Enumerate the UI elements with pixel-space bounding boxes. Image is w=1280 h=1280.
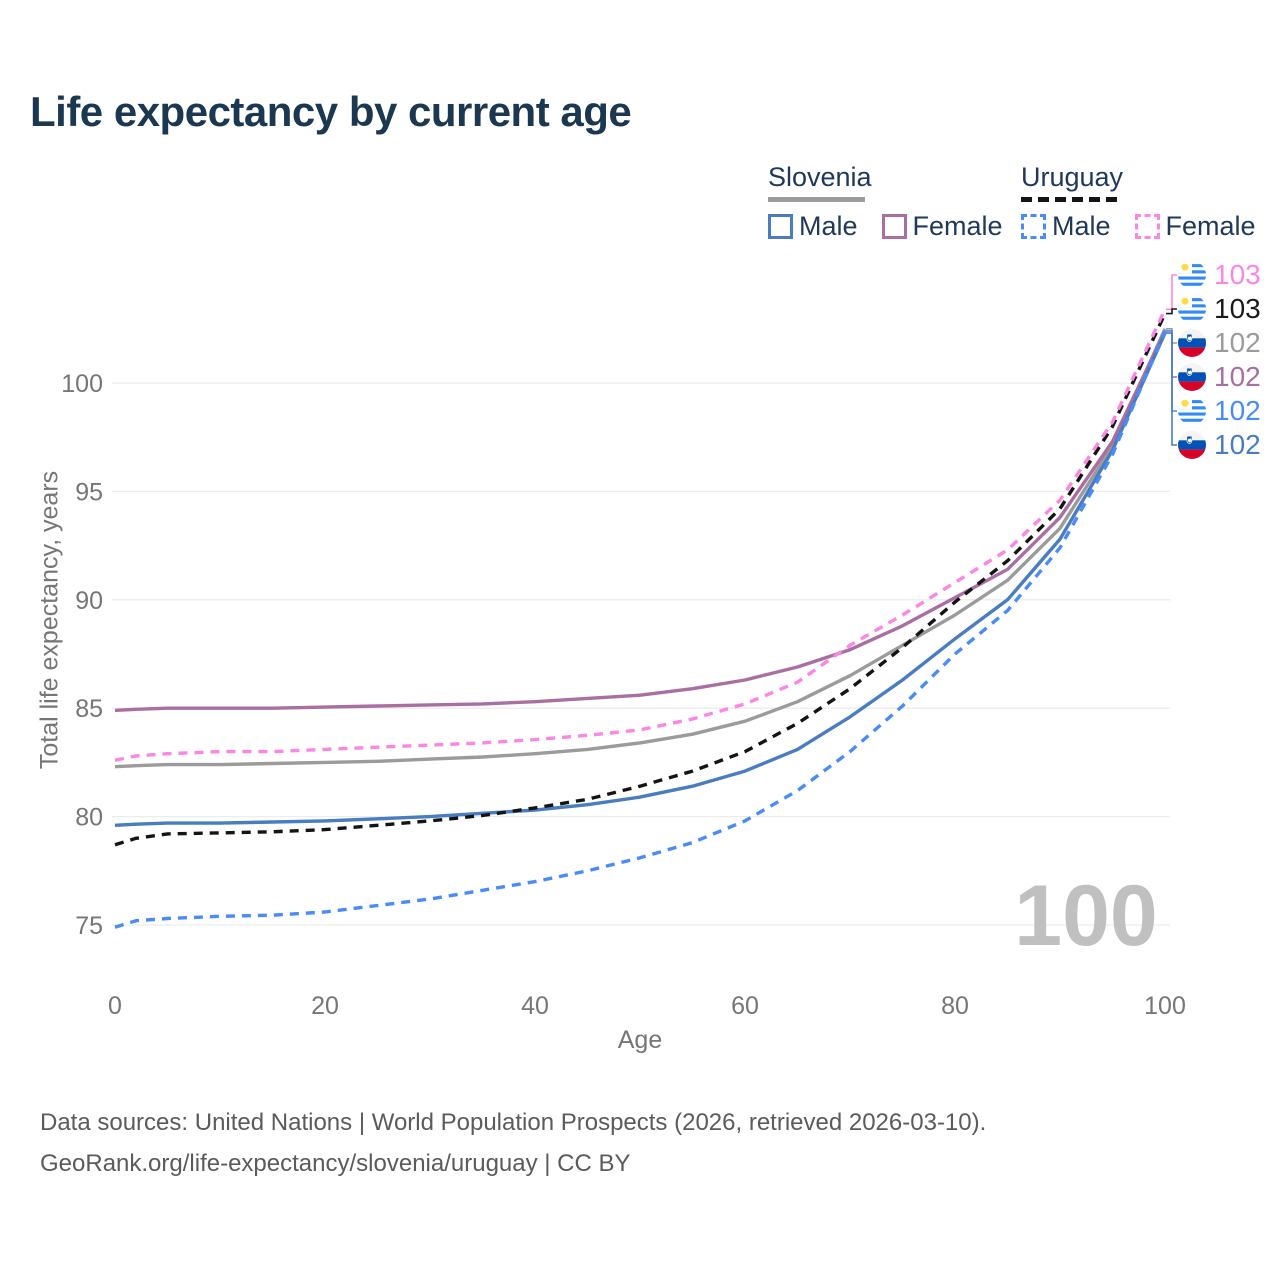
end-label-value: 103 xyxy=(1214,293,1261,324)
legend-group-uruguay: Uruguay Male Female xyxy=(1021,162,1280,242)
x-tick-label-100: 100 xyxy=(1144,992,1186,1020)
y-axis-title: Total life expectancy, years xyxy=(35,470,64,770)
end-label-slovenia-male: 102 xyxy=(1178,430,1261,460)
y-tick-label-85: 85 xyxy=(75,695,103,723)
legend-swatch-uruguay-male[interactable] xyxy=(1021,214,1046,239)
y-tick-label-80: 80 xyxy=(75,804,103,832)
end-label-slovenia-total: 102 xyxy=(1178,328,1261,358)
legend-country-uruguay[interactable]: Uruguay xyxy=(1021,162,1280,202)
end-label-uruguay-female: 103 xyxy=(1178,260,1261,290)
end-label-uruguay-total: 103 xyxy=(1178,294,1261,324)
attribution-line: GeoRank.org/life-expectancy/slovenia/uru… xyxy=(40,1150,631,1177)
x-tick-label-0: 0 xyxy=(108,992,122,1020)
series-line-uruguay-male[interactable] xyxy=(114,330,1167,929)
legend-label-slovenia-female[interactable]: Female xyxy=(912,211,1003,241)
leader-line-uruguay-total xyxy=(1166,308,1177,315)
leader-line-uruguay-female xyxy=(1166,274,1177,311)
slovenia-flag-icon xyxy=(1178,431,1206,459)
uruguay-flag-icon xyxy=(1178,397,1206,425)
slovenia-flag-icon xyxy=(1178,329,1206,357)
y-tick-label-95: 95 xyxy=(75,478,103,506)
series-line-slovenia-male[interactable] xyxy=(114,332,1167,827)
x-axis-title: Age xyxy=(617,1026,663,1054)
x-tick-label-40: 40 xyxy=(521,992,549,1020)
legend-country-slovenia-label: Slovenia xyxy=(768,162,872,192)
end-label-value: 102 xyxy=(1214,429,1261,460)
uruguay-flag-icon xyxy=(1178,295,1206,323)
end-label-slovenia-female: 102 xyxy=(1178,362,1261,392)
footer: Data sources: United Nations | World Pop… xyxy=(40,1102,986,1184)
y-tick-label-90: 90 xyxy=(75,587,103,615)
series-line-slovenia-total[interactable] xyxy=(114,328,1167,769)
legend-slovenia-line-sample xyxy=(768,197,865,202)
legend-group-slovenia: Slovenia Male Female xyxy=(768,162,1027,242)
current-age-watermark: 100 xyxy=(1014,868,1158,964)
page-title: Life expectancy by current age xyxy=(30,88,632,135)
series-line-uruguay-total[interactable] xyxy=(114,312,1167,847)
legend-country-uruguay-label: Uruguay xyxy=(1021,162,1124,192)
y-tick-label-75: 75 xyxy=(75,912,103,940)
end-label-value: 102 xyxy=(1214,395,1261,426)
legend-label-uruguay-male[interactable]: Male xyxy=(1052,211,1111,241)
slovenia-flag-icon xyxy=(1178,363,1206,391)
legend-swatch-slovenia-male[interactable] xyxy=(768,214,793,239)
legend-label-uruguay-female[interactable]: Female xyxy=(1165,211,1256,241)
x-tick-label-80: 80 xyxy=(941,992,969,1020)
y-tick-label-100: 100 xyxy=(61,370,103,398)
legend-swatch-uruguay-female[interactable] xyxy=(1134,214,1160,239)
end-label-uruguay-male: 102 xyxy=(1178,396,1261,426)
series-line-uruguay-female[interactable] xyxy=(114,308,1167,762)
end-label-value: 102 xyxy=(1214,361,1261,392)
uruguay-flag-icon xyxy=(1178,261,1206,289)
x-tick-label-60: 60 xyxy=(731,992,759,1020)
data-sources-line: Data sources: United Nations | World Pop… xyxy=(40,1109,987,1136)
end-label-value: 103 xyxy=(1214,259,1261,290)
legend-country-slovenia[interactable]: Slovenia xyxy=(768,162,1027,202)
series-line-slovenia-female[interactable] xyxy=(114,330,1167,713)
legend-label-slovenia-male[interactable]: Male xyxy=(799,211,858,241)
leader-line-slovenia-male xyxy=(1166,332,1177,446)
end-label-value: 102 xyxy=(1214,327,1261,358)
x-tick-label-20: 20 xyxy=(311,992,339,1020)
legend-swatch-slovenia-female[interactable] xyxy=(881,214,907,239)
legend-uruguay-line-sample xyxy=(1021,197,1122,202)
